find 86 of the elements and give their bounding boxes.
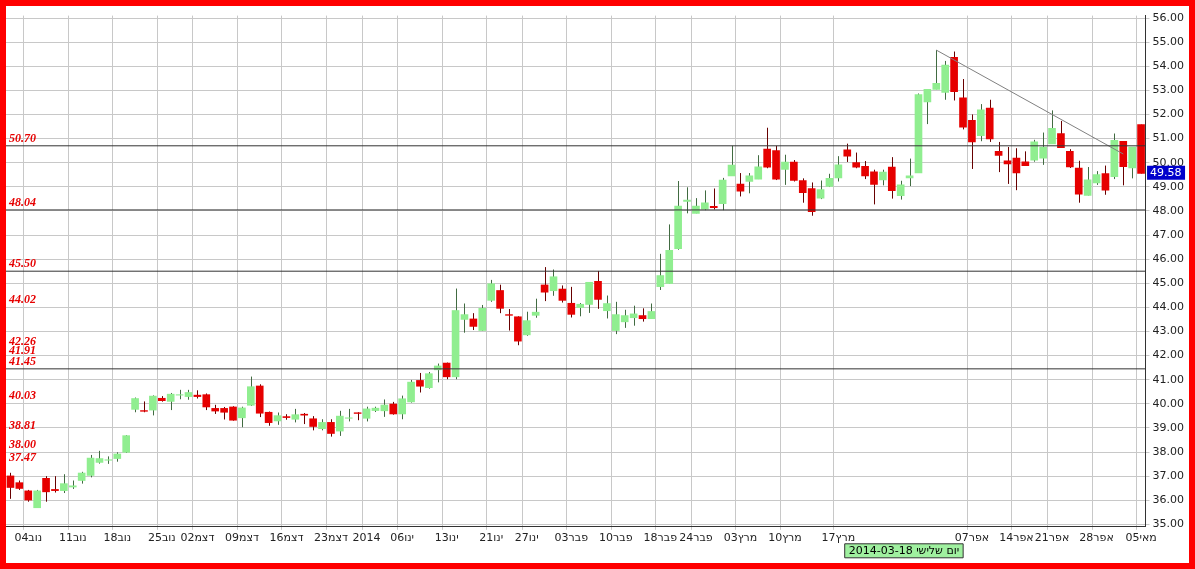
x-tick-label: 10פבר bbox=[599, 531, 633, 545]
candlestick bbox=[1066, 148, 1074, 169]
y-tick-label: 41.00 bbox=[1152, 372, 1185, 386]
y-tick-label: 55.00 bbox=[1152, 34, 1185, 48]
x-tick-label: 06ינו bbox=[390, 531, 415, 545]
candlestick bbox=[416, 372, 424, 393]
y-tick-label: 45.00 bbox=[1152, 276, 1185, 290]
ref-line-label: 45.50 bbox=[8, 256, 36, 271]
candlestick bbox=[238, 406, 246, 428]
y-tick-label: 52.00 bbox=[1152, 107, 1185, 121]
x-tick-label: 14אפר bbox=[999, 531, 1034, 545]
annotation: 44.02 bbox=[8, 291, 36, 306]
annotation: 38.00 bbox=[8, 437, 36, 452]
x-tick-label: 16דצמ bbox=[269, 531, 304, 545]
annotation: 40.03 bbox=[8, 388, 36, 403]
y-tick-label: 56.00 bbox=[1152, 10, 1185, 24]
x-tick-label: 05מאי bbox=[1125, 531, 1157, 545]
candlestick bbox=[1003, 146, 1012, 185]
y-tick-label: 38.00 bbox=[1152, 444, 1185, 458]
y-tick-label: 39.00 bbox=[1152, 420, 1185, 434]
candlestick bbox=[567, 286, 576, 318]
y-tick-label: 43.00 bbox=[1152, 324, 1185, 338]
x-tick-label: 17מרץ bbox=[821, 531, 856, 545]
candlestick bbox=[149, 394, 157, 416]
x-tick-label: 02דצמ bbox=[180, 531, 215, 545]
y-tick-label: 40.00 bbox=[1152, 396, 1185, 410]
x-tick-label: 25נוב bbox=[147, 531, 176, 545]
x-tick-label: 28אפר bbox=[1079, 531, 1114, 545]
y-tick-label: 46.00 bbox=[1152, 252, 1185, 265]
candlestick bbox=[603, 295, 611, 319]
y-tick-label: 48.00 bbox=[1152, 203, 1185, 217]
candlestick bbox=[843, 143, 852, 163]
y-tick-label: 42.00 bbox=[1152, 348, 1185, 362]
candlestick bbox=[683, 186, 691, 214]
x-tick-label: 18נוב bbox=[103, 531, 132, 545]
x-tick-label: 03מרץ bbox=[723, 531, 758, 545]
x-tick-label: 03פבר bbox=[554, 531, 589, 545]
x-tick-label: 21ינו bbox=[479, 531, 504, 545]
y-tick-label: 53.00 bbox=[1152, 83, 1185, 97]
x-tick-label: 04נוב bbox=[14, 531, 43, 545]
candlestick bbox=[1057, 120, 1065, 149]
candlestick bbox=[1101, 165, 1110, 196]
y-tick-label: 47.00 bbox=[1152, 227, 1185, 241]
x-tick-label: 24פבר bbox=[679, 531, 713, 545]
candlestick bbox=[1083, 166, 1092, 196]
x-tick-label: 10מרץ bbox=[768, 531, 802, 545]
y-tick-label: 44.00 bbox=[1152, 300, 1185, 314]
y-tick-label: 35.00 bbox=[1152, 517, 1185, 531]
candlestick bbox=[1128, 146, 1136, 179]
annotation: 37.47 bbox=[8, 449, 37, 464]
ref-line-label: 41.45 bbox=[8, 353, 36, 368]
candlestick bbox=[531, 298, 540, 319]
candlestick bbox=[540, 266, 549, 302]
y-tick-label: 49.00 bbox=[1152, 179, 1185, 193]
y-tick-label: 36.00 bbox=[1152, 493, 1185, 507]
candlestick bbox=[478, 304, 487, 332]
x-tick-label: 13ינו bbox=[434, 531, 459, 545]
y-tick-label: 37.00 bbox=[1152, 469, 1185, 483]
candlestick bbox=[1048, 109, 1056, 145]
x-tick-label: 07אפר bbox=[954, 531, 990, 545]
candlestick bbox=[505, 308, 513, 332]
candlestick bbox=[460, 303, 469, 334]
x-tick-label: 18פבר bbox=[643, 531, 678, 545]
candlestick bbox=[33, 489, 41, 509]
x-tick-label: 21אפר bbox=[1034, 531, 1070, 545]
candlestick bbox=[594, 270, 602, 310]
candlestick bbox=[896, 180, 905, 201]
candlestick bbox=[246, 376, 255, 407]
candlestick bbox=[781, 154, 789, 186]
y-tick-label: 54.00 bbox=[1152, 59, 1185, 73]
candlestick bbox=[522, 311, 531, 337]
x-tick-label: 09דצמ bbox=[224, 531, 259, 545]
ref-line-label: 50.70 bbox=[9, 130, 36, 145]
x-tick-label: 2014 bbox=[352, 531, 381, 545]
x-tick-label: 27ינו bbox=[514, 531, 539, 545]
candlestick bbox=[496, 284, 504, 314]
candlestick bbox=[549, 269, 558, 297]
text: יום שלישי 2014-03-18 bbox=[848, 544, 960, 558]
y-tick-label: 51.00 bbox=[1152, 131, 1185, 145]
annotation: 38.81 bbox=[8, 417, 36, 432]
candlestick bbox=[487, 279, 496, 303]
candlestick bbox=[709, 187, 718, 210]
candlestick bbox=[994, 141, 1003, 173]
x-tick-label: 23דצמ bbox=[313, 531, 348, 545]
x-tick-label: 11נוב bbox=[58, 531, 87, 545]
ref-line-label: 48.04 bbox=[8, 194, 36, 209]
